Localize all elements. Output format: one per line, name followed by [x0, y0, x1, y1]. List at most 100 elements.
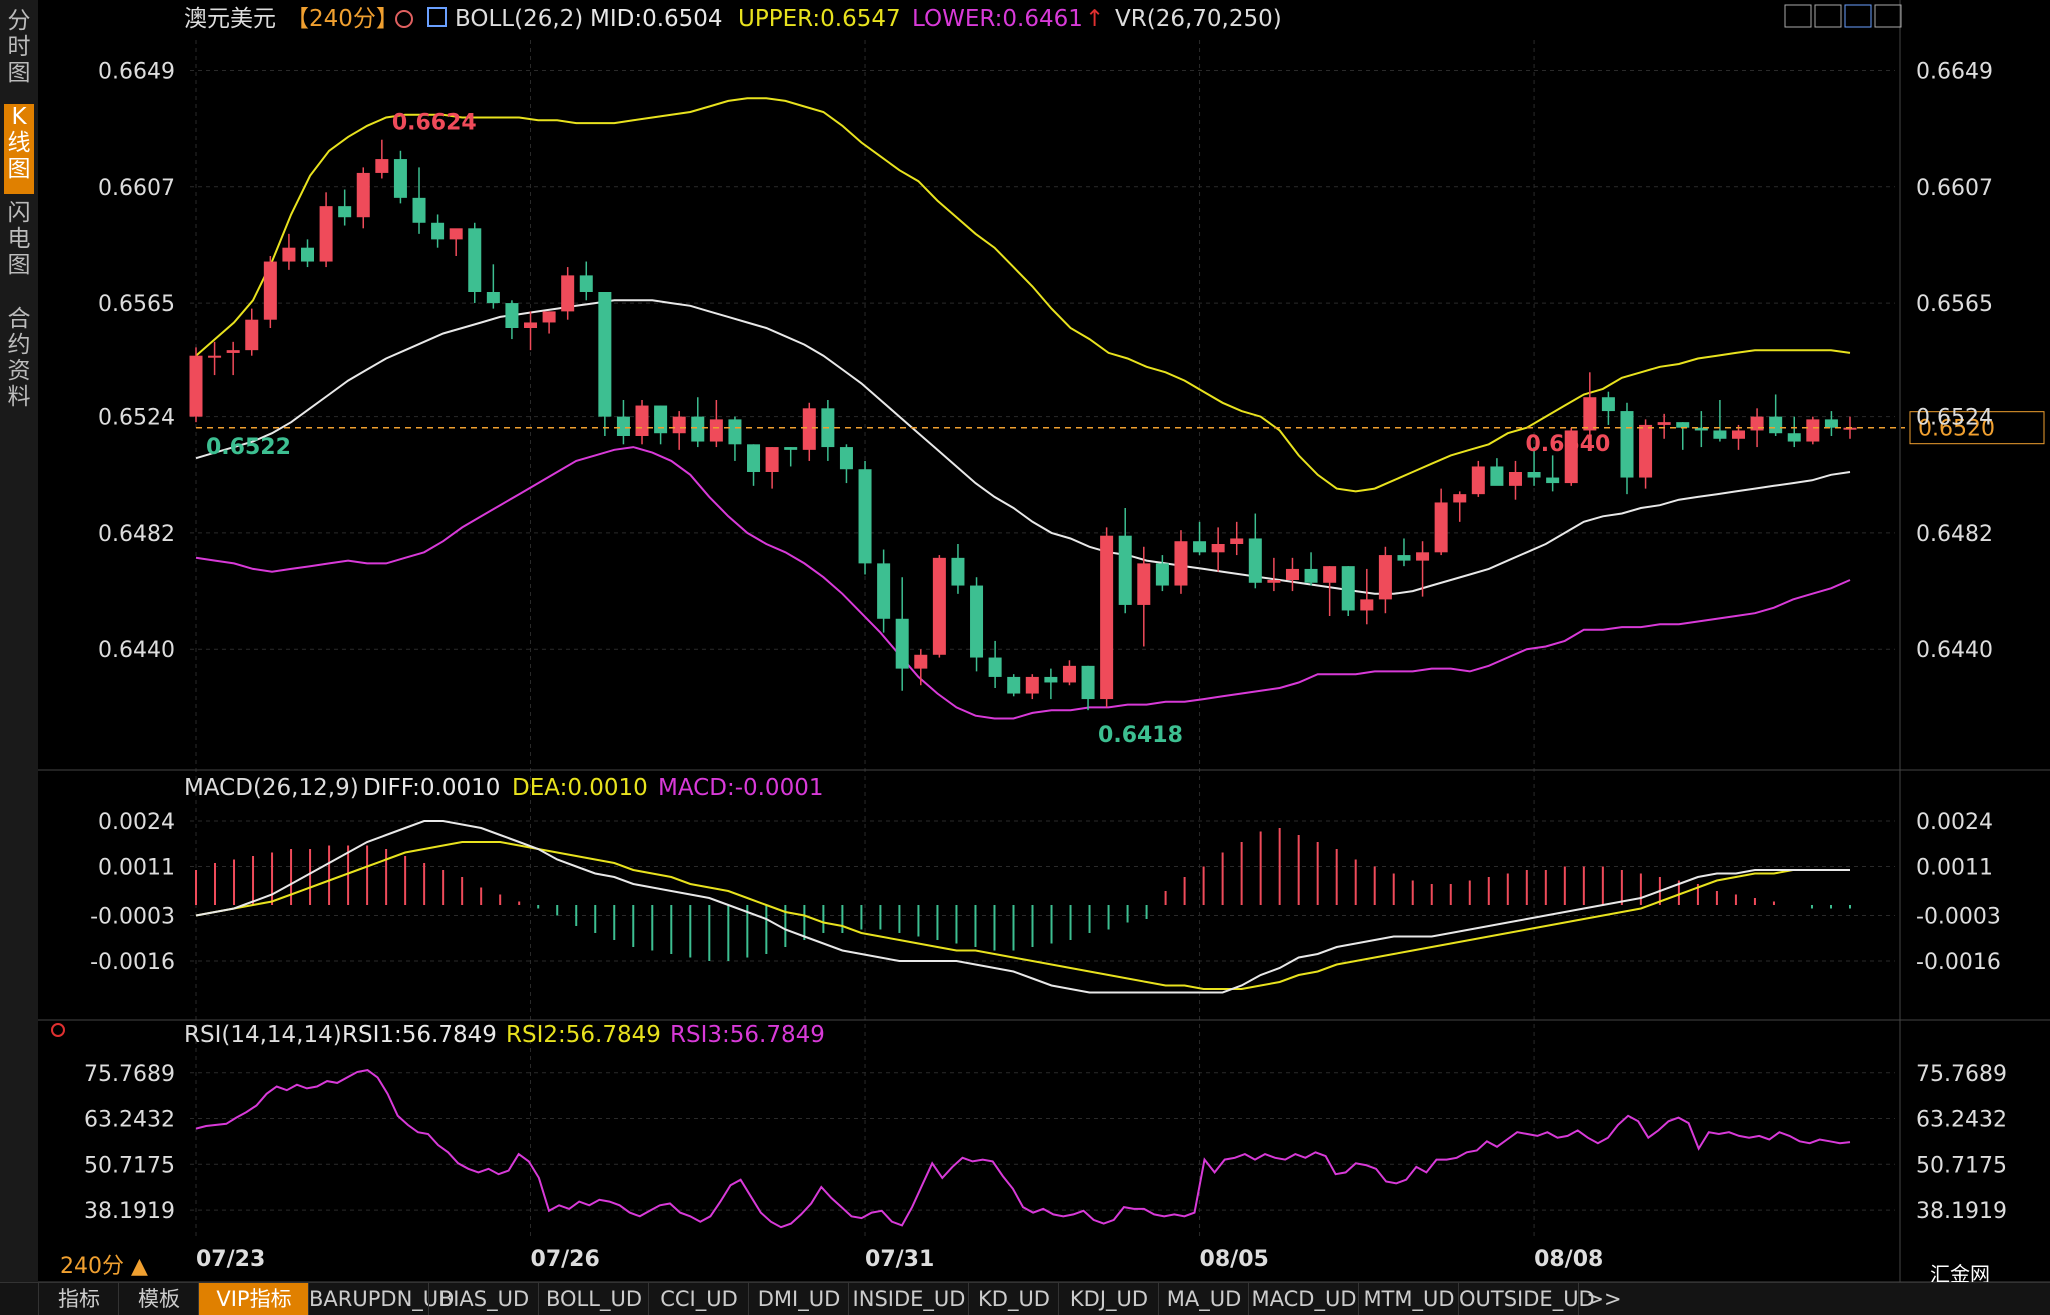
rsi3-value: RSI3:56.7849: [670, 1022, 825, 1048]
candle-body: [1620, 411, 1634, 478]
candle-body: [1378, 555, 1392, 600]
y-tick-label-right: 0.6524: [1916, 406, 1993, 431]
candle-body: [970, 585, 984, 658]
candle-body: [1564, 430, 1578, 484]
tab-kline[interactable]: K线图: [4, 104, 34, 194]
y-tick-label-left: 0.6524: [98, 406, 175, 431]
boll-upper-line: [195, 97, 1851, 493]
candle-body: [1267, 580, 1281, 583]
indicator-tab--[interactable]: 模板: [118, 1283, 199, 1315]
y-tick-label-left: 0.0024: [98, 810, 175, 835]
x-tick-label: 07/26: [531, 1247, 600, 1272]
indicator-tab-vip-[interactable]: VIP指标: [198, 1283, 309, 1315]
indicator-tab--[interactable]: >>: [1578, 1283, 1629, 1315]
bar-style-icon[interactable]: [1814, 4, 1842, 28]
indicator-tab-mtm-ud[interactable]: MTM_UD: [1358, 1283, 1459, 1315]
candle-body: [728, 419, 742, 445]
candle-body: [1657, 422, 1671, 425]
y-tick-label-right: 0.6440: [1916, 638, 1993, 663]
candle-body: [1639, 424, 1653, 478]
settings-icon[interactable]: [51, 1023, 65, 1037]
y-tick-label-right: 0.6482: [1916, 522, 1993, 547]
candle-body: [542, 311, 556, 323]
candle-body: [672, 416, 686, 434]
candle-body: [858, 469, 872, 564]
candle-body: [1230, 538, 1244, 544]
y-axis-left: 0.6649 0.6607 0.6565 0.6524 0.6482 0.6440 0.00…: [84, 59, 175, 1224]
rsi1-value: RSI1:56.7849: [342, 1022, 497, 1048]
y-tick-label-left: -0.0016: [90, 950, 175, 975]
indicator-tab-barupdn-ud[interactable]: BARUPDN_UD: [308, 1283, 454, 1315]
zoom-in-icon[interactable]: [1844, 4, 1872, 28]
candle-body: [431, 222, 445, 240]
candle-body: [282, 247, 296, 262]
dea-line: [195, 841, 1850, 990]
macd-plot: [195, 820, 1851, 994]
candle-body: [1155, 563, 1169, 586]
candle-body: [1360, 599, 1374, 611]
indicator-tab-ma-ud[interactable]: MA_UD: [1158, 1283, 1249, 1315]
price-annotation: 0.6522: [206, 435, 291, 460]
price-annotation: 0.6624: [392, 111, 477, 136]
candle-body: [1453, 494, 1467, 503]
rsi-label: RSI(14,14,14): [184, 1022, 342, 1048]
candle-body: [449, 228, 463, 240]
candle-body: [877, 563, 891, 619]
candle-body: [1769, 416, 1783, 434]
candle-body: [1434, 502, 1448, 553]
y-tick-label-right: 38.1919: [1916, 1199, 2007, 1224]
candle-body: [1285, 568, 1299, 580]
y-tick-label-right: 50.7175: [1916, 1153, 2007, 1178]
candle-body: [1676, 422, 1690, 428]
candle-body: [1824, 419, 1838, 428]
boll-label: BOLL(26,2): [455, 6, 583, 32]
indicator-tab--[interactable]: 指标: [38, 1283, 119, 1315]
indicator-tab-kd-ud[interactable]: KD_UD: [968, 1283, 1059, 1315]
fullscreen-icon[interactable]: [1874, 4, 1902, 28]
y-tick-label-right: 0.6607: [1916, 176, 1993, 201]
macd-label: MACD(26,12,9): [184, 775, 359, 801]
candle-body: [598, 292, 612, 417]
candle-body: [226, 350, 240, 353]
y-tick-label-left: 0.6649: [98, 59, 175, 84]
candle-body: [839, 447, 853, 470]
y-tick-label-right: -0.0016: [1916, 950, 2001, 975]
candle-body: [709, 419, 723, 442]
candle-body: [932, 557, 946, 655]
indicator-tab-boll-ud[interactable]: BOLL_UD: [538, 1283, 649, 1315]
grid-lines: [38, 0, 2050, 1282]
candle-body: [1304, 568, 1318, 583]
candle-body: [1323, 566, 1337, 583]
tab-contract-info[interactable]: 合约资料: [7, 306, 31, 410]
indicator-tab-kdj-ud[interactable]: KDJ_UD: [1058, 1283, 1159, 1315]
indicator-tab-outside-ud[interactable]: OUTSIDE_UD: [1458, 1283, 1595, 1315]
indicator-tab-macd-ud[interactable]: MACD_UD: [1248, 1283, 1359, 1315]
candle-body: [1843, 427, 1857, 430]
tab-timeshare[interactable]: 分时图: [7, 8, 31, 86]
indicator-icon[interactable]: [427, 7, 447, 27]
grid-toggle-icon[interactable]: [1784, 4, 1812, 28]
y-tick-label-left: 75.7689: [84, 1062, 175, 1087]
indicator-tab-cci-ud[interactable]: CCI_UD: [648, 1283, 749, 1315]
candle-body: [1416, 552, 1430, 561]
crosshair-icon[interactable]: [395, 10, 413, 28]
candle-body: [208, 355, 222, 358]
candle-body: [1471, 466, 1485, 495]
x-tick-label: 07/31: [865, 1247, 934, 1272]
tab-flash[interactable]: 闪电图: [7, 200, 31, 278]
indicator-tab-dmi-ud[interactable]: DMI_UD: [748, 1283, 849, 1315]
rsi-plot: [195, 1069, 1851, 1229]
candle-body: [561, 275, 575, 312]
candle-body: [356, 172, 370, 218]
candle-body: [301, 247, 315, 262]
y-tick-label-right: 63.2432: [1916, 1108, 2007, 1133]
candle-body: [1694, 427, 1708, 431]
timeframe-selector[interactable]: 240分 ▲: [60, 1254, 148, 1279]
candle-body: [1527, 472, 1541, 478]
y-axis-right: 0.6649 0.6607 0.6565 0.6524 0.6482 0.6440 0.00…: [1916, 59, 2007, 1224]
price-annotation: 0.6540: [1525, 432, 1610, 457]
indicator-tab-inside-ud[interactable]: INSIDE_UD: [848, 1283, 969, 1315]
indicator-tab-bias-ud[interactable]: BIAS_UD: [428, 1283, 539, 1315]
candle-body: [1787, 433, 1801, 442]
vr-label: VR(26,70,250): [1115, 6, 1282, 32]
